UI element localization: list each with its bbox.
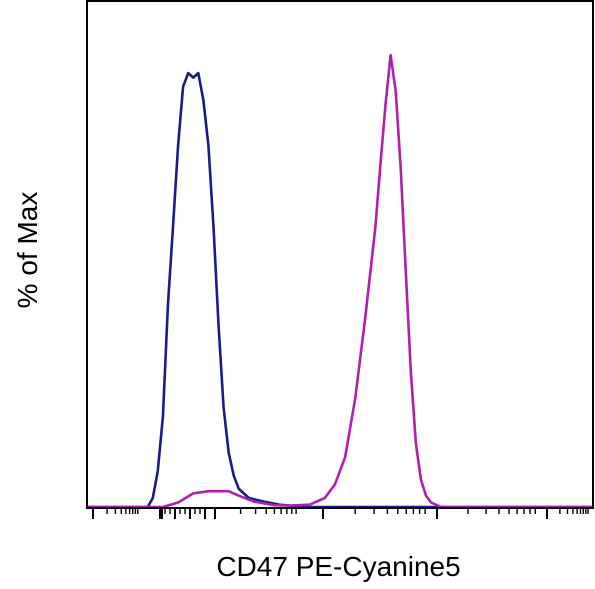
histogram-series-2: [87, 53, 593, 509]
plot-frame: [86, 0, 594, 509]
x-axis-ticks: [92, 508, 589, 519]
x-axis-title: CD47 PE-Cyanine5: [216, 551, 461, 582]
histogram-series-1: [87, 71, 593, 509]
series-layer: [87, 53, 593, 509]
y-axis-title: % of Max: [12, 191, 43, 309]
